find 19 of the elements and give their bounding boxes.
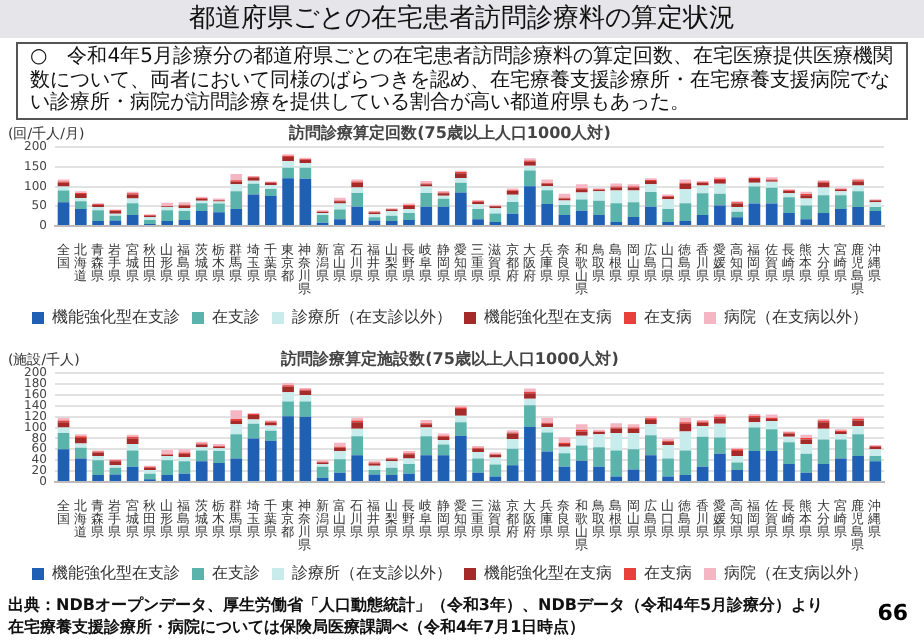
legend-label: 機能強化型在支診 [52,308,180,327]
legend-label: 在支診 [212,564,260,583]
source-note: 出典：NDBオープンデータ、厚生労働省「人口動態統計」（令和3年）、NDBデータ（令和4年5月診療分）より [8,594,826,616]
legend-label: 機能強化型在支病 [484,564,612,583]
text: 在宅療養支援診療所・病院については保険局医療課調べ（令和4年7月1日時点） [8,616,588,638]
legend-label: 病院（在支病以外） [724,564,868,583]
legend-label: 診療所（在支診以外） [292,308,452,327]
legend-label: 機能強化型在支病 [484,308,612,327]
text: ○ 令和4年5月診療分の都道府県ごとの在宅患者訪問診療料の算定回数、在宅医療提供医療機関数について、両者において同様のばらつきを認め、在宅療養支援診療所・在宅療養支援病院でない診療所・病院が訪問診療を提供している割合が高い都道府県もあった。 [16,42,908,120]
text: 都道府県ごとの在宅患者訪問診療料の算定状況 [0,0,924,38]
legend-label: 在支病 [644,564,692,583]
text: 66 [877,600,908,626]
legend-label: 在支診 [212,308,260,327]
legend-label: 機能強化型在支診 [52,564,180,583]
legend-label: 病院（在支病以外） [724,308,868,327]
legend-label: 在支病 [644,308,692,327]
legend-label: 診療所（在支診以外） [292,564,452,583]
chart-title: 訪問診療算定施設数(75歳以上人口1000人対) [279,347,619,368]
chart-title: 訪問診療算定回数(75歳以上人口1000人対) [287,121,611,142]
